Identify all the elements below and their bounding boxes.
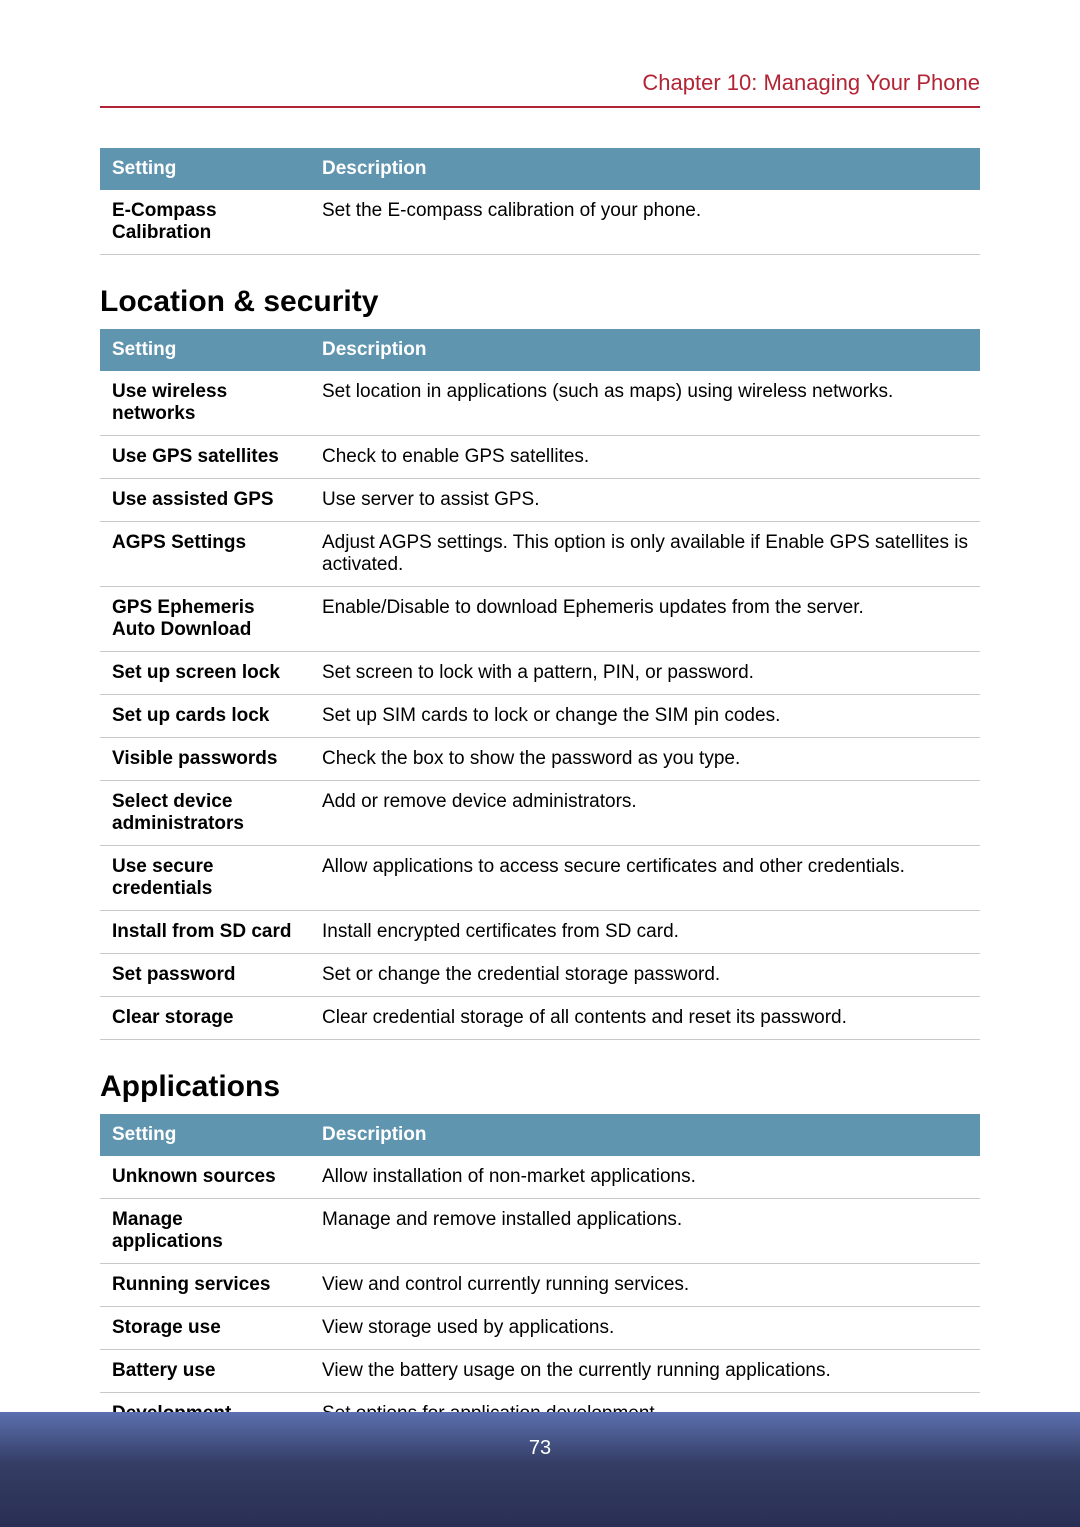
col-setting: Setting — [100, 148, 310, 190]
col-description: Description — [310, 1114, 980, 1156]
description-cell: Adjust AGPS settings. This option is onl… — [310, 522, 980, 587]
table-row: GPS Ephemeris Auto DownloadEnable/Disabl… — [100, 587, 980, 652]
description-cell: Use server to assist GPS. — [310, 479, 980, 522]
table-row: E-Compass CalibrationSet the E-compass c… — [100, 190, 980, 255]
page: Chapter 10: Managing Your Phone Setting … — [0, 0, 1080, 1527]
col-description: Description — [310, 148, 980, 190]
table-row: AGPS SettingsAdjust AGPS settings. This … — [100, 522, 980, 587]
setting-cell: Set up screen lock — [100, 652, 310, 695]
setting-cell: Select device administrators — [100, 781, 310, 846]
table-row: Clear storageClear credential storage of… — [100, 997, 980, 1040]
table-row: Running servicesView and control current… — [100, 1264, 980, 1307]
table-row: Use wireless networksSet location in app… — [100, 371, 980, 436]
description-cell: Set or change the credential storage pas… — [310, 954, 980, 997]
table-row: Set up screen lockSet screen to lock wit… — [100, 652, 980, 695]
description-cell: Allow applications to access secure cert… — [310, 846, 980, 911]
description-cell: View storage used by applications. — [310, 1307, 980, 1350]
setting-cell: GPS Ephemeris Auto Download — [100, 587, 310, 652]
ecompass-tbody: E-Compass CalibrationSet the E-compass c… — [100, 190, 980, 255]
table-row: Storage useView storage used by applicat… — [100, 1307, 980, 1350]
section-title-applications: Applications — [100, 1070, 980, 1104]
setting-cell: Use assisted GPS — [100, 479, 310, 522]
setting-cell: Unknown sources — [100, 1156, 310, 1199]
setting-cell: Set up cards lock — [100, 695, 310, 738]
setting-cell: AGPS Settings — [100, 522, 310, 587]
description-cell: Set up SIM cards to lock or change the S… — [310, 695, 980, 738]
description-cell: Manage and remove installed applications… — [310, 1199, 980, 1264]
setting-cell: Install from SD card — [100, 911, 310, 954]
table-header-row: Setting Description — [100, 148, 980, 190]
table-header-row: Setting Description — [100, 1114, 980, 1156]
setting-cell: Visible passwords — [100, 738, 310, 781]
location-security-tbody: Use wireless networksSet location in app… — [100, 371, 980, 1040]
ecompass-table: Setting Description E-Compass Calibratio… — [100, 148, 980, 255]
table-row: Set passwordSet or change the credential… — [100, 954, 980, 997]
table-row: Manage applicationsManage and remove ins… — [100, 1199, 980, 1264]
table-row: Use GPS satellitesCheck to enable GPS sa… — [100, 436, 980, 479]
setting-cell: Storage use — [100, 1307, 310, 1350]
description-cell: View and control currently running servi… — [310, 1264, 980, 1307]
description-cell: Check the box to show the password as yo… — [310, 738, 980, 781]
table-row: Battery useView the battery usage on the… — [100, 1350, 980, 1393]
setting-cell: E-Compass Calibration — [100, 190, 310, 255]
description-cell: Set location in applications (such as ma… — [310, 371, 980, 436]
table-row: Visible passwordsCheck the box to show t… — [100, 738, 980, 781]
description-cell: Add or remove device administrators. — [310, 781, 980, 846]
table-row: Select device administratorsAdd or remov… — [100, 781, 980, 846]
col-description: Description — [310, 329, 980, 371]
col-setting: Setting — [100, 329, 310, 371]
table-row: Use assisted GPSUse server to assist GPS… — [100, 479, 980, 522]
table-header-row: Setting Description — [100, 329, 980, 371]
setting-cell: Use wireless networks — [100, 371, 310, 436]
setting-cell: Manage applications — [100, 1199, 310, 1264]
description-cell: Install encrypted certificates from SD c… — [310, 911, 980, 954]
description-cell: Enable/Disable to download Ephemeris upd… — [310, 587, 980, 652]
applications-table: Setting Description Unknown sourcesAllow… — [100, 1114, 980, 1436]
setting-cell: Use GPS satellites — [100, 436, 310, 479]
section-title-location-security: Location & security — [100, 285, 980, 319]
chapter-header: Chapter 10: Managing Your Phone — [100, 70, 980, 108]
setting-cell: Running services — [100, 1264, 310, 1307]
setting-cell: Use secure credentials — [100, 846, 310, 911]
page-number: 73 — [529, 1437, 551, 1459]
description-cell: Allow installation of non-market applica… — [310, 1156, 980, 1199]
setting-cell: Set password — [100, 954, 310, 997]
description-cell: Clear credential storage of all contents… — [310, 997, 980, 1040]
description-cell: Set screen to lock with a pattern, PIN, … — [310, 652, 980, 695]
table-row: Set up cards lockSet up SIM cards to loc… — [100, 695, 980, 738]
setting-cell: Clear storage — [100, 997, 310, 1040]
location-security-table: Setting Description Use wireless network… — [100, 329, 980, 1040]
setting-cell: Battery use — [100, 1350, 310, 1393]
description-cell: Check to enable GPS satellites. — [310, 436, 980, 479]
table-row: Unknown sourcesAllow installation of non… — [100, 1156, 980, 1199]
table-row: Use secure credentialsAllow applications… — [100, 846, 980, 911]
description-cell: Set the E-compass calibration of your ph… — [310, 190, 980, 255]
applications-tbody: Unknown sourcesAllow installation of non… — [100, 1156, 980, 1436]
page-footer: 73 — [0, 1412, 1080, 1527]
col-setting: Setting — [100, 1114, 310, 1156]
table-row: Install from SD cardInstall encrypted ce… — [100, 911, 980, 954]
description-cell: View the battery usage on the currently … — [310, 1350, 980, 1393]
